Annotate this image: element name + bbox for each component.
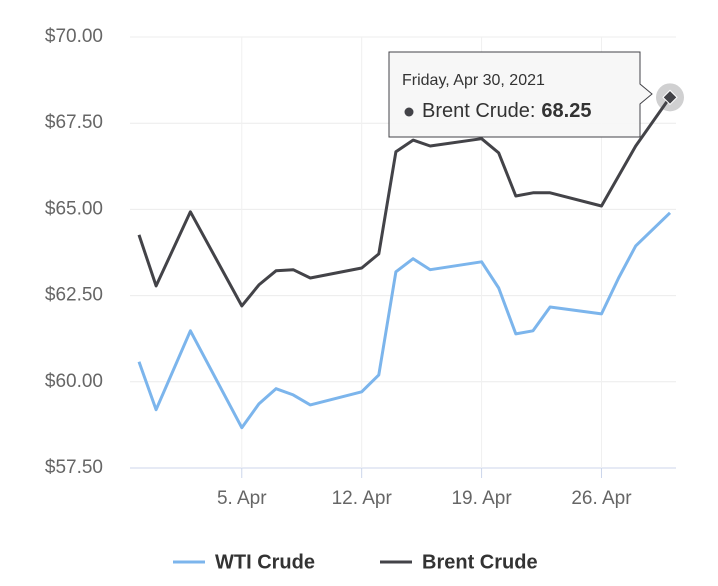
series-line — [137, 96, 672, 308]
y-tick-label: $57.50 — [45, 457, 103, 478]
legend-item[interactable]: WTI Crude — [173, 551, 315, 573]
tooltip-line: Brent Crude: 68.25 — [422, 100, 591, 122]
x-tick-label: 26. Apr — [571, 488, 632, 509]
x-tick-label: 12. Apr — [332, 488, 393, 509]
tooltip-dot — [404, 107, 414, 117]
y-tick-label: $67.50 — [45, 112, 103, 133]
y-tick-label: $70.00 — [45, 26, 103, 47]
tooltip: Friday, Apr 30, 2021 Brent Crude: 68.25 — [388, 51, 653, 138]
series-line — [137, 211, 672, 430]
tooltip-series: Brent Crude: — [422, 100, 535, 122]
hover-marker — [662, 89, 678, 106]
tooltip-box — [388, 51, 653, 138]
x-tick-label: 5. Apr — [217, 488, 267, 509]
x-tick-label: 19. Apr — [451, 488, 512, 509]
tooltip-value: 68.25 — [541, 100, 591, 122]
legend-label: WTI Crude — [215, 551, 315, 573]
tooltip-date: Friday, Apr 30, 2021 — [402, 72, 545, 89]
y-tick-label: $62.50 — [45, 285, 103, 306]
y-tick-label: $60.00 — [45, 371, 103, 392]
y-tick-label: $65.00 — [45, 198, 103, 219]
legend-label: Brent Crude — [422, 551, 538, 573]
legend-item[interactable]: Brent Crude — [380, 551, 538, 573]
